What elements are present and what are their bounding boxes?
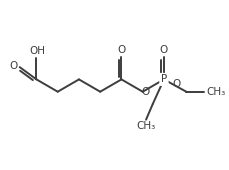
Text: O: O	[141, 87, 149, 97]
Text: CH₃: CH₃	[136, 121, 155, 131]
Text: OH: OH	[30, 46, 45, 56]
Text: O: O	[9, 61, 17, 71]
Text: O: O	[159, 45, 167, 55]
Text: CH₃: CH₃	[206, 87, 225, 97]
Text: P: P	[160, 74, 166, 84]
Text: O: O	[117, 45, 125, 55]
Text: O: O	[171, 79, 180, 89]
